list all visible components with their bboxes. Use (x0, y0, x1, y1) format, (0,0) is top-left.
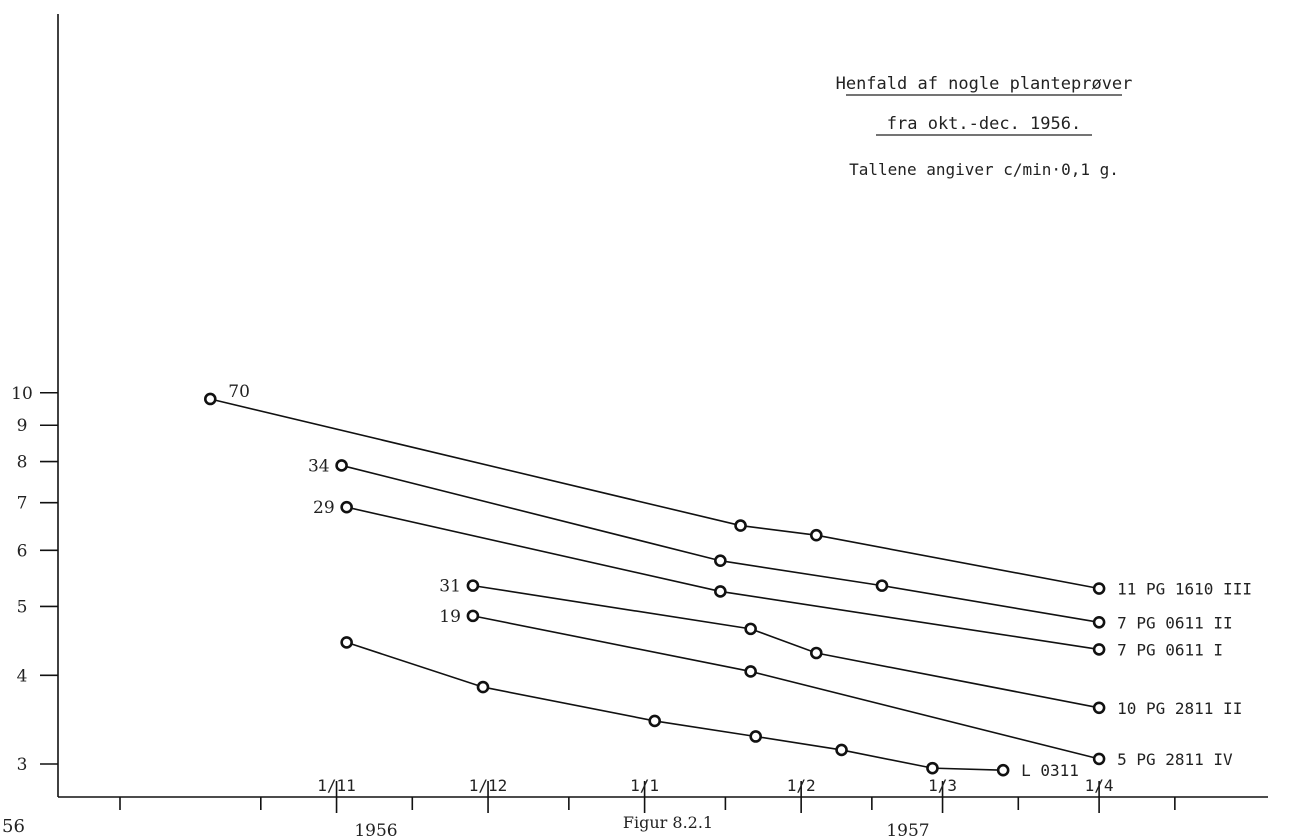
series-2-point-4 (1092, 616, 1106, 629)
series-6-point-7 (996, 763, 1010, 777)
series-4-point-2 (744, 622, 757, 636)
x-tick-label-1-1: 1/1 (630, 776, 659, 795)
series-6-point-3 (648, 714, 662, 728)
series-start-label-5: 19 (439, 607, 461, 627)
x-tick-label-1-11: 1/11 (317, 776, 356, 795)
y-tick-label-10: 10 (11, 384, 33, 404)
x-tick-label-1-2: 1/2 (787, 776, 816, 795)
x-ticks: 1/11 1/12 1/1 1/2 1/3 1/4 (119, 776, 1176, 813)
series-6-point-6 (926, 761, 939, 775)
series-4-point-1 (466, 579, 480, 592)
corner-label: 56 (2, 816, 25, 837)
figure-caption: Figur 8.2.1 (623, 813, 713, 832)
x-tick-label-1-3: 1/3 (928, 776, 957, 795)
series-name-label-4: 10 PG 2811 II (1117, 699, 1242, 718)
series-4-point-4 (1092, 701, 1106, 715)
series-line-4 (472, 584, 1100, 709)
chart-title-line2: fra okt.-dec. 1956. (887, 114, 1081, 134)
series-line-6 (346, 641, 1004, 772)
x-tick-label-1-12: 1/12 (469, 776, 508, 795)
series-1-point-2 (734, 519, 747, 532)
series-6-point-5 (835, 743, 848, 757)
series-labels: 11 PG 1610 III 70 7 PG 0611 II 34 7 PG 0611 … (228, 382, 1252, 780)
y-tick-label-8: 8 (17, 453, 28, 473)
series-start-label-2: 34 (308, 456, 330, 476)
axes (57, 14, 1268, 798)
series-4-point-3 (809, 646, 823, 660)
y-tick-label-4: 4 (17, 666, 28, 686)
chart-title: Henfald af nogle planteprøver (836, 74, 1133, 94)
y-tick-label-9: 9 (17, 416, 28, 436)
series-1-point-1 (204, 392, 217, 406)
series-6-point-4 (749, 730, 763, 743)
series-start-label-1: 70 (228, 382, 250, 402)
series-5-point-1 (466, 609, 480, 623)
series-3-point-2 (714, 585, 727, 598)
x-tick-label-1-4: 1/4 (1085, 776, 1114, 795)
series-1-point-3 (809, 528, 823, 542)
series-name-label-2: 7 PG 0611 II (1117, 613, 1233, 632)
series-2-point-3 (875, 579, 889, 592)
series-lines (210, 398, 1100, 772)
series-name-label-3: 7 PG 0611 I (1117, 640, 1223, 659)
series-6-point-1 (340, 636, 353, 649)
y-tick-label-5: 5 (17, 597, 28, 617)
series-3-point-3 (1092, 643, 1106, 656)
series-6-point-2 (476, 680, 490, 694)
series-line-2 (341, 464, 1100, 624)
series-line-5 (472, 615, 1100, 760)
series-2-point-2 (714, 554, 727, 568)
data-points (204, 392, 1106, 777)
chart-subtitle: Tallene angiver c/min·0,1 g. (849, 160, 1119, 179)
series-name-label-6: L 0311 (1021, 761, 1079, 780)
title-block: Henfald af nogle planteprøver fra okt.-d… (836, 74, 1133, 179)
y-ticks: 3 4 5 6 7 8 9 10 (11, 384, 58, 775)
y-tick-label-3: 3 (17, 755, 28, 775)
series-3-point-1 (340, 500, 353, 514)
series-start-label-4: 31 (439, 577, 461, 597)
y-tick-label-6: 6 (17, 541, 28, 561)
y-tick-label-7: 7 (17, 494, 28, 514)
year-label-1957: 1957 (886, 821, 929, 839)
series-name-label-1: 11 PG 1610 III (1117, 580, 1252, 599)
series-5-point-2 (744, 665, 757, 678)
series-line-1 (210, 398, 1100, 590)
series-5-point-3 (1092, 752, 1106, 766)
series-name-label-5: 5 PG 2811 IV (1117, 750, 1233, 769)
series-1-point-4 (1092, 582, 1106, 595)
series-start-label-3: 29 (313, 498, 335, 518)
year-label-1956: 1956 (354, 821, 397, 839)
series-2-point-1 (335, 459, 348, 472)
